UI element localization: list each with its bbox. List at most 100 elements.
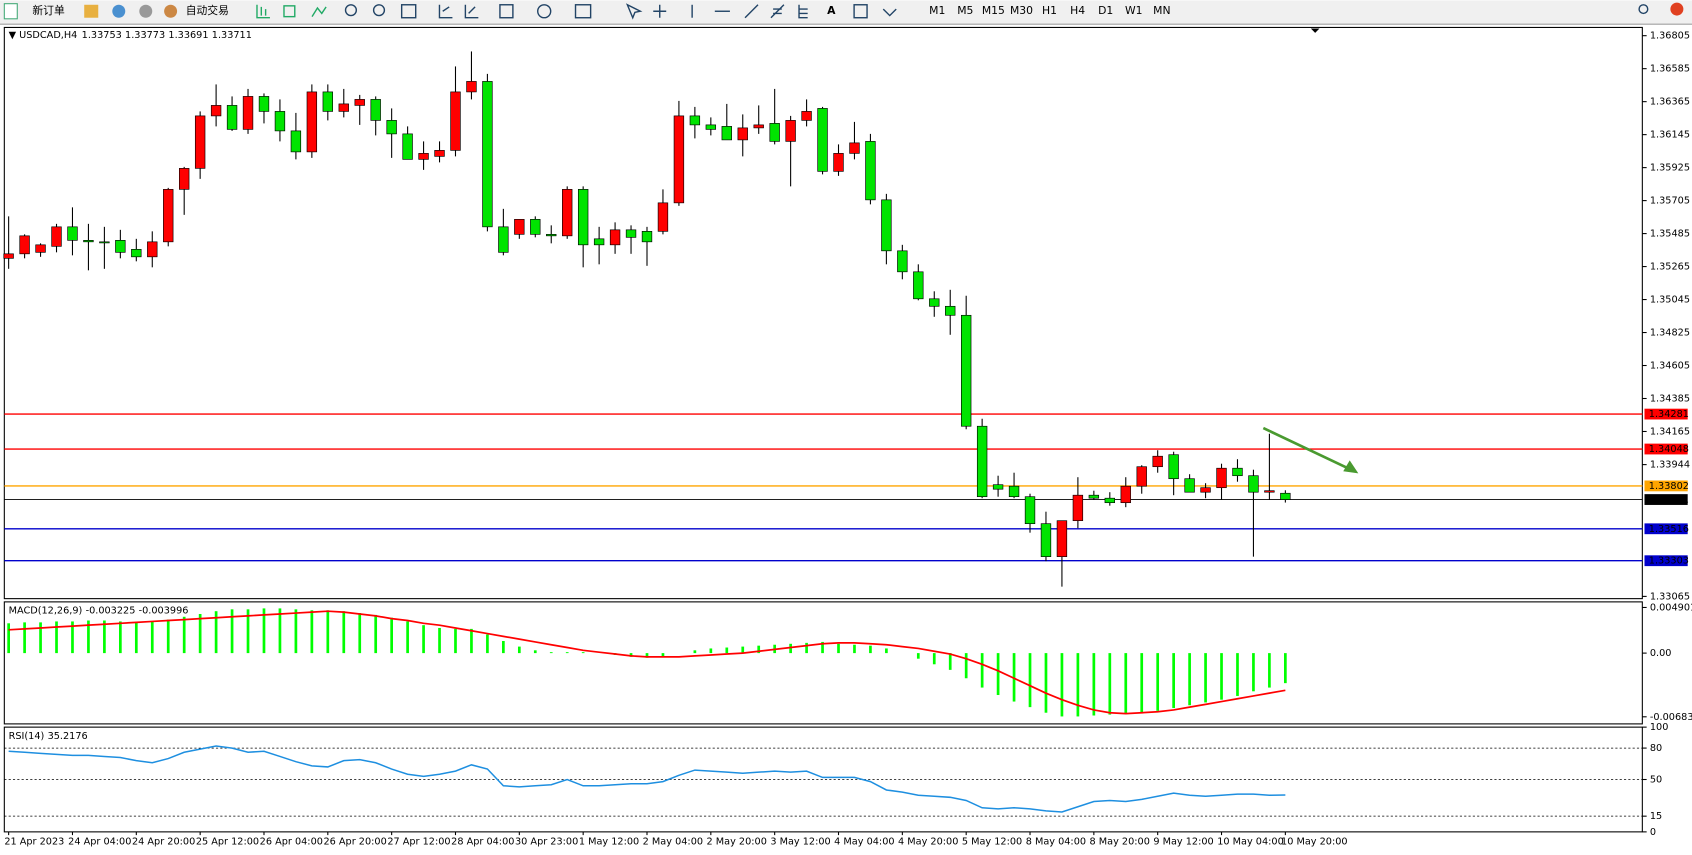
icon[interactable] (464, 4, 479, 19)
candle-body (482, 81, 493, 228)
candle-body (1168, 454, 1179, 480)
search[interactable] (1638, 4, 1649, 15)
fibo-tool[interactable] (798, 4, 808, 19)
timeframe-button[interactable]: D1 (1098, 4, 1113, 17)
y-tick-label: 1.34165 (1650, 426, 1690, 437)
candle-body (1264, 490, 1275, 493)
candle-body (737, 127, 748, 141)
price-label-box (1644, 480, 1688, 492)
icon[interactable] (311, 6, 327, 18)
candle-body (179, 168, 190, 190)
candle-body (1248, 475, 1259, 493)
candle-body (131, 249, 142, 258)
rsi-title: RSI(14) (9, 731, 45, 742)
crosshair[interactable] (653, 4, 667, 18)
candle-body (1104, 497, 1115, 504)
candle-body (530, 219, 541, 235)
templates[interactable] (574, 4, 592, 19)
auto-trading-button[interactable]: 自动交易 (186, 4, 229, 17)
text-tool[interactable]: A (827, 4, 836, 17)
candle-body (498, 226, 509, 253)
y-tick-label: 1.34605 (1650, 361, 1690, 372)
candle-body (242, 96, 254, 130)
icon[interactable] (256, 4, 270, 19)
timeframe-button[interactable]: H4 (1070, 4, 1085, 17)
candle-body (290, 130, 302, 153)
timeframes: M1 M5 M15 M30 H1 H4 D1 W1 MN (929, 4, 1170, 17)
candle-body (418, 153, 429, 160)
candle-body (945, 305, 956, 316)
channel-tool[interactable] (770, 4, 785, 19)
symbol: USDCAD,H4 (19, 30, 77, 41)
indicators[interactable] (499, 4, 514, 19)
candle-body (147, 241, 158, 258)
icon[interactable] (438, 4, 453, 19)
candle-body (881, 199, 892, 252)
timeframe-button[interactable]: M15 (982, 4, 1005, 17)
periods[interactable] (537, 4, 552, 19)
auto-trading-icon[interactable] (164, 4, 178, 18)
header-high: 1.33773 (125, 30, 165, 41)
macd-title: MACD(12,26,9) (9, 606, 83, 617)
timeframe-button[interactable]: W1 (1125, 4, 1143, 17)
candle-body (817, 108, 828, 172)
x-tick-label: 1 May 12:00 (579, 837, 639, 848)
trendline-tool[interactable] (744, 4, 759, 19)
candle-body (210, 105, 222, 117)
chart-shift-marker[interactable] (1310, 28, 1320, 33)
candle-body (1120, 485, 1131, 504)
candle-body (194, 115, 206, 169)
macd-header: MACD(12,26,9) -0.003225 -0.003996 (9, 606, 189, 617)
candle-body (562, 189, 573, 237)
icon[interactable] (139, 4, 153, 18)
signal-line (8, 610, 1286, 715)
candle-body (1040, 523, 1052, 557)
candle-body (641, 231, 653, 243)
candle-body (609, 229, 621, 246)
y-tick-label: 0 (1650, 827, 1656, 838)
annotation-arrow (1262, 426, 1351, 471)
notifications[interactable] (1670, 2, 1684, 16)
new-order-button[interactable]: 新订单 (32, 4, 65, 17)
candle-body (274, 111, 286, 132)
cursor[interactable] (625, 3, 643, 20)
candle-body (1184, 478, 1195, 493)
candle-body (450, 91, 461, 151)
candle-body (721, 126, 732, 141)
zoom-in[interactable] (344, 4, 358, 17)
price-label-box (1644, 443, 1688, 455)
candle-body (833, 153, 844, 172)
new-order-icon[interactable] (3, 3, 18, 20)
toolbar: 新订单 自动交易 (0, 0, 1692, 25)
price-label-box (1644, 408, 1688, 420)
timeframe-button[interactable]: M30 (1010, 4, 1033, 17)
price-label-box (1644, 523, 1688, 535)
candle-body (338, 103, 349, 112)
icon[interactable] (112, 4, 126, 18)
zoom-out[interactable] (372, 4, 386, 17)
price-label-box (1644, 555, 1688, 567)
candle-body (19, 235, 30, 255)
candle-body (657, 202, 669, 232)
icon[interactable] (283, 5, 296, 18)
icon[interactable] (400, 4, 417, 19)
timeframe-button[interactable]: MN (1153, 4, 1170, 17)
candle-body (849, 142, 860, 154)
candle-body (1072, 494, 1084, 522)
label-tool[interactable] (853, 4, 868, 19)
timeframe-button[interactable]: M5 (957, 4, 973, 17)
icon[interactable] (84, 4, 99, 18)
candle-body (354, 99, 365, 106)
candle-body (3, 253, 14, 259)
candle-body (258, 96, 270, 112)
price-label-box (1644, 494, 1688, 505)
shapes-tool[interactable] (882, 8, 897, 17)
timeframe-button[interactable]: H1 (1042, 4, 1057, 17)
macd-panel-frame (3, 601, 1643, 725)
candle-body (1088, 494, 1100, 499)
timeframe-button[interactable]: M1 (929, 4, 945, 17)
x-tick-label: 8 May 04:00 (1026, 837, 1086, 848)
y-tick-label: 1.35045 (1650, 295, 1690, 306)
candle-body (514, 219, 525, 235)
